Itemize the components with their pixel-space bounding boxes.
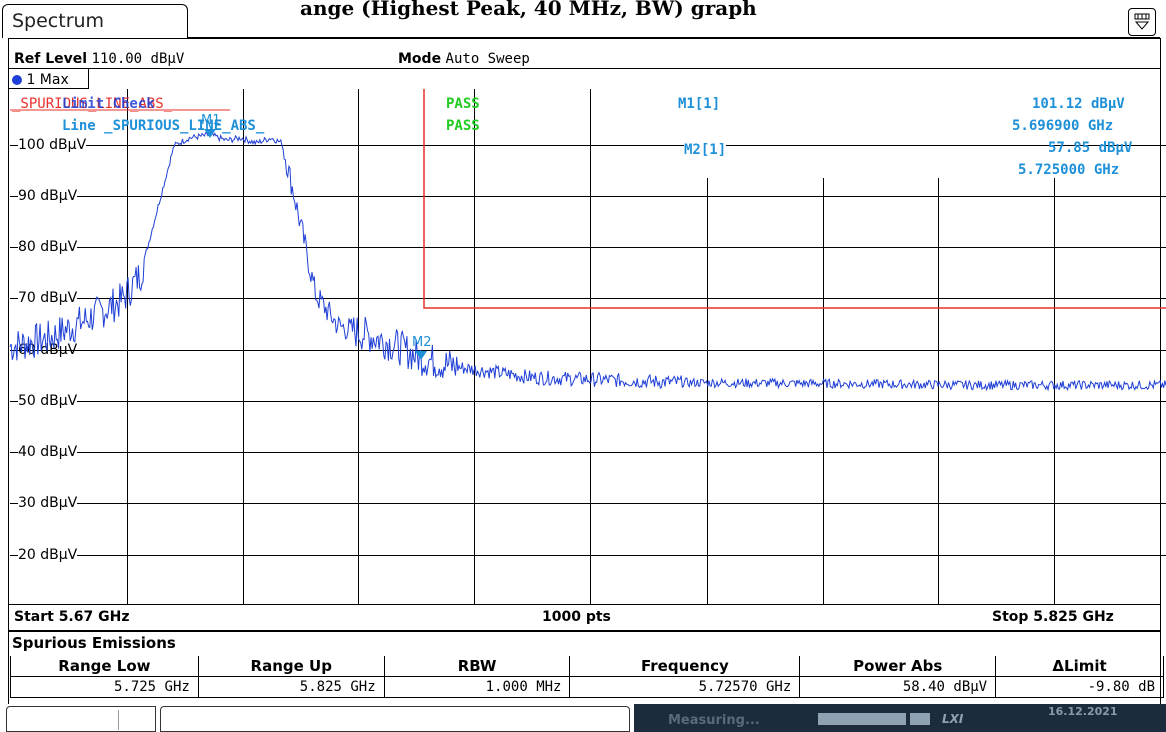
y-tick-40: 40 dBµV (18, 444, 78, 460)
limit-name-red: _SPURIOUS_LINE_ABS_ (12, 96, 173, 112)
col-range-low: Range Low (10, 656, 199, 677)
grid-line-70 (10, 298, 1166, 299)
header-divider (9, 68, 1160, 69)
status-field-2[interactable] (160, 706, 630, 732)
y-tick-30: 30 dBµV (18, 495, 78, 511)
grid-line-90 (10, 196, 1166, 197)
window-menu-button[interactable] (1128, 8, 1156, 36)
limit-check-label: Limit Check (62, 96, 155, 112)
mode-value: Auto Sweep (445, 51, 530, 67)
sweep-mode: Mode Auto Sweep (398, 51, 530, 67)
progress-segments (818, 713, 906, 725)
col-range-up: Range Up (197, 656, 385, 677)
marker-1-label: M1[1] (678, 96, 721, 112)
limit-line-label: Line _SPURIOUS_LINE_ABS_ (62, 118, 265, 134)
grid-vline-2 (243, 89, 244, 604)
cell-delta-limit: -9.80 dB (995, 676, 1164, 698)
marker-1-tag: M1 (201, 113, 221, 128)
spectrum-tab-label: Spectrum (12, 10, 105, 32)
ref-level-label: Ref Level (14, 51, 88, 67)
grid-line-40 (10, 452, 1166, 453)
trace-dot-icon (12, 75, 22, 85)
grid-vline-9 (1054, 178, 1055, 604)
trace-label: 1 Max (12, 72, 69, 88)
document-heading-fragment: ange (Highest Peak, 40 MHz, BW) graph (300, 0, 757, 20)
grid-line-80 (10, 247, 1166, 248)
window-menu-icon (1134, 13, 1150, 30)
trace-label-text: 1 Max (26, 72, 69, 88)
y-tick-90: 90 dBµV (18, 188, 78, 204)
col-frequency: Frequency (569, 656, 801, 677)
marker-2-level: 57.85 dBµV (1048, 140, 1133, 156)
tab-divider (188, 37, 1160, 38)
grid-vline-4 (474, 89, 475, 604)
table-top-divider (9, 630, 1160, 632)
cell-range-up: 5.825 GHz (197, 676, 385, 698)
ref-level-value: 110.00 dBµV (91, 51, 185, 67)
grid-line-30 (10, 503, 1166, 504)
spurious-table: Range Low Range Up RBW Frequency Power A… (10, 656, 1164, 698)
table-row: 5.725 GHz 5.825 GHz 1.000 MHz 5.72570 GH… (10, 676, 1164, 698)
marker-2-tag: M2 (412, 335, 432, 350)
ref-level: Ref Level 110.00 dBµV (14, 51, 184, 67)
mode-label: Mode (398, 51, 442, 67)
status-separator (118, 710, 119, 730)
limit-result-1: PASS (446, 96, 480, 112)
marker-2-freq: 5.725000 GHz (1018, 162, 1120, 178)
status-field-1[interactable] (6, 706, 156, 732)
y-tick-80: 80 dBµV (18, 239, 78, 255)
marker-2-label: M2[1] (684, 142, 727, 158)
col-delta-limit: ΔLimit (995, 656, 1164, 677)
grid-vline-3 (358, 89, 359, 604)
y-tick-100: 100 dBµV (18, 137, 87, 153)
y-tick-70: 70 dBµV (18, 290, 78, 306)
grid-line-60 (10, 350, 1166, 351)
y-tick-20: 20 dBµV (18, 547, 78, 563)
cell-frequency: 5.72570 GHz (569, 676, 801, 698)
grid-line-100 (10, 145, 1166, 146)
grid-vline-8 (938, 178, 939, 604)
cell-power-abs: 58.40 dBµV (799, 676, 997, 698)
marker-1-level: 101.12 dBµV (1032, 96, 1125, 112)
axis-bar-divider (9, 604, 1160, 605)
col-power-abs: Power Abs (799, 656, 997, 677)
start-frequency: Start 5.67 GHz (14, 609, 130, 625)
marker-1-freq: 5.696900 GHz (1012, 118, 1114, 134)
cell-range-low: 5.725 GHz (10, 676, 199, 698)
spurious-title: Spurious Emissions (12, 634, 176, 652)
progress-segment-end (910, 713, 930, 725)
marker-2-triangle-icon[interactable] (414, 350, 428, 362)
status-date: 16.12.2021 (1048, 705, 1118, 718)
grid-vline-1 (127, 89, 128, 604)
grid-vline-7 (823, 178, 824, 604)
limit-result-2: PASS (446, 118, 480, 134)
y-tick-50: 50 dBµV (18, 393, 78, 409)
cell-rbw: 1.000 MHz (383, 676, 571, 698)
marker-1-triangle-icon[interactable] (203, 128, 217, 140)
spurious-header-row: Range Low Range Up RBW Frequency Power A… (10, 656, 1164, 677)
spectrum-tab[interactable] (2, 4, 188, 38)
col-rbw: RBW (383, 656, 571, 677)
trace-label-box (9, 69, 89, 89)
grid-line-50 (10, 401, 1166, 402)
lxi-logo-icon: LXI (942, 712, 964, 726)
grid-vline-6 (707, 178, 708, 604)
grid-vline-5 (590, 89, 591, 604)
sweep-points: 1000 pts (542, 609, 611, 625)
measuring-status: Measuring... (668, 713, 760, 728)
grid-line-20 (10, 555, 1166, 556)
stop-frequency: Stop 5.825 GHz (992, 609, 1114, 625)
